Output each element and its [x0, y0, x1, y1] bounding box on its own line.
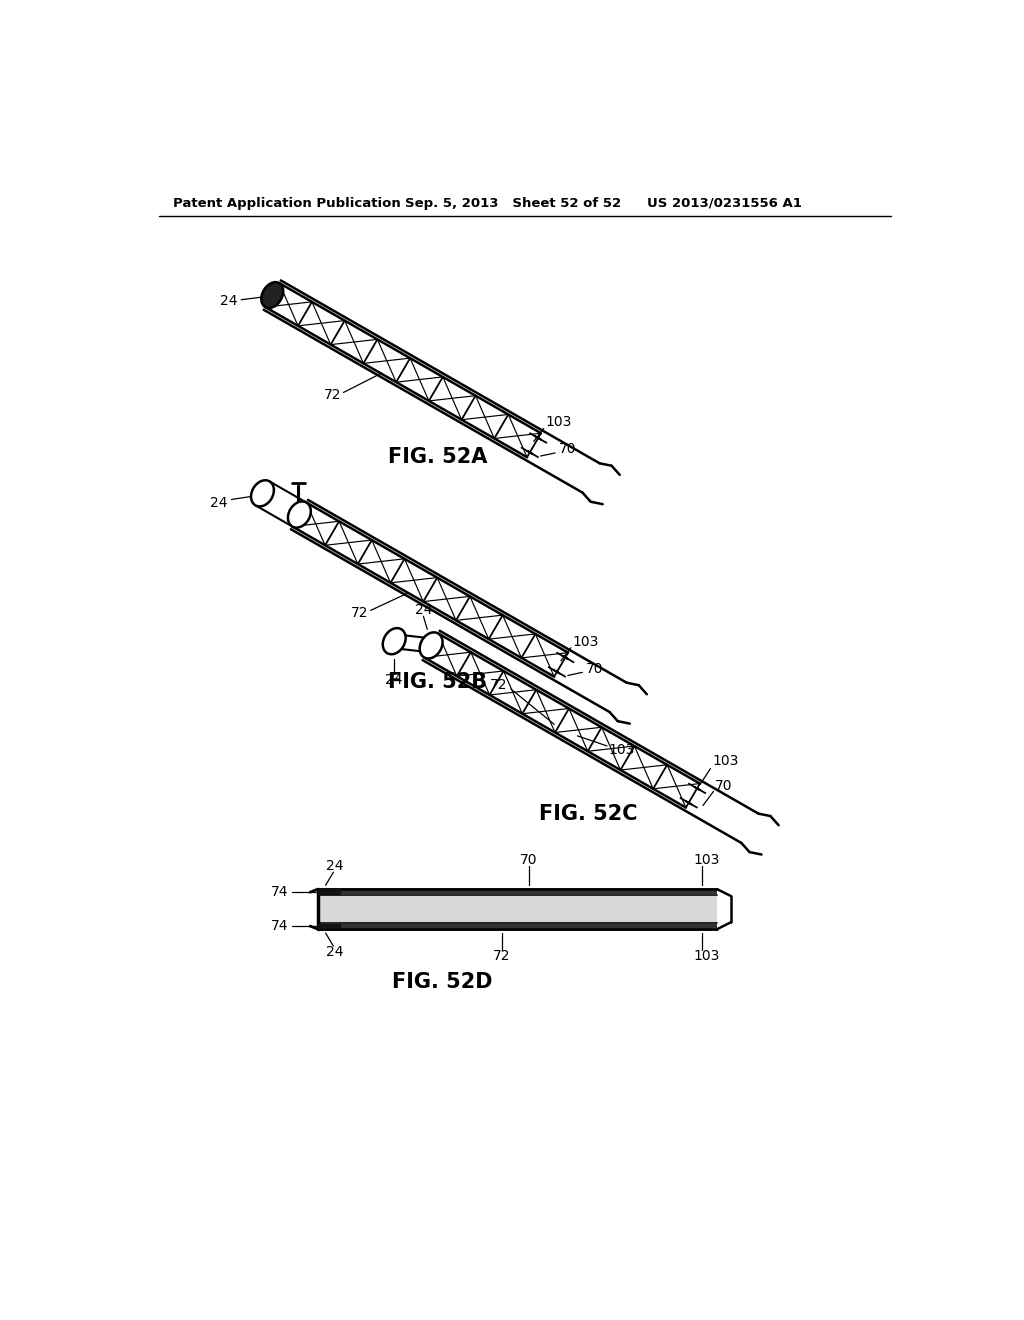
- Text: Patent Application Publication: Patent Application Publication: [173, 197, 400, 210]
- Text: 72: 72: [351, 606, 369, 619]
- Bar: [317, 895, 717, 923]
- Text: 74: 74: [271, 920, 289, 933]
- Bar: [317, 924, 341, 929]
- Text: 103: 103: [693, 949, 720, 964]
- Ellipse shape: [261, 282, 284, 308]
- Ellipse shape: [288, 502, 311, 528]
- Text: FIG. 52D: FIG. 52D: [391, 973, 492, 993]
- Text: 70: 70: [559, 442, 577, 457]
- Text: 103: 103: [608, 743, 635, 756]
- Text: 24: 24: [415, 603, 432, 616]
- Bar: [317, 890, 341, 895]
- Bar: [341, 924, 717, 929]
- Text: 72: 72: [493, 949, 510, 964]
- Text: 74: 74: [271, 884, 289, 899]
- Ellipse shape: [251, 480, 273, 507]
- Text: 72: 72: [490, 678, 508, 692]
- Text: 70: 70: [586, 661, 604, 676]
- Text: FIG. 52A: FIG. 52A: [388, 447, 487, 467]
- Text: 24: 24: [326, 859, 343, 873]
- Text: 24: 24: [220, 294, 238, 309]
- Text: 72: 72: [324, 388, 341, 401]
- Text: 70: 70: [520, 853, 538, 867]
- Text: Sep. 5, 2013   Sheet 52 of 52: Sep. 5, 2013 Sheet 52 of 52: [406, 197, 622, 210]
- Text: 103: 103: [572, 635, 599, 648]
- Ellipse shape: [420, 632, 442, 659]
- Text: 24: 24: [326, 945, 343, 960]
- Text: FIG. 52B: FIG. 52B: [388, 672, 486, 692]
- Text: 70: 70: [715, 779, 732, 793]
- Text: 103: 103: [712, 754, 738, 768]
- Text: 103: 103: [546, 414, 571, 429]
- Text: FIG. 52C: FIG. 52C: [539, 804, 637, 825]
- Text: 103: 103: [693, 853, 720, 867]
- Text: 24: 24: [210, 495, 227, 510]
- Bar: [341, 890, 717, 895]
- Text: US 2013/0231556 A1: US 2013/0231556 A1: [647, 197, 802, 210]
- Text: 24: 24: [385, 673, 403, 686]
- Ellipse shape: [383, 628, 406, 655]
